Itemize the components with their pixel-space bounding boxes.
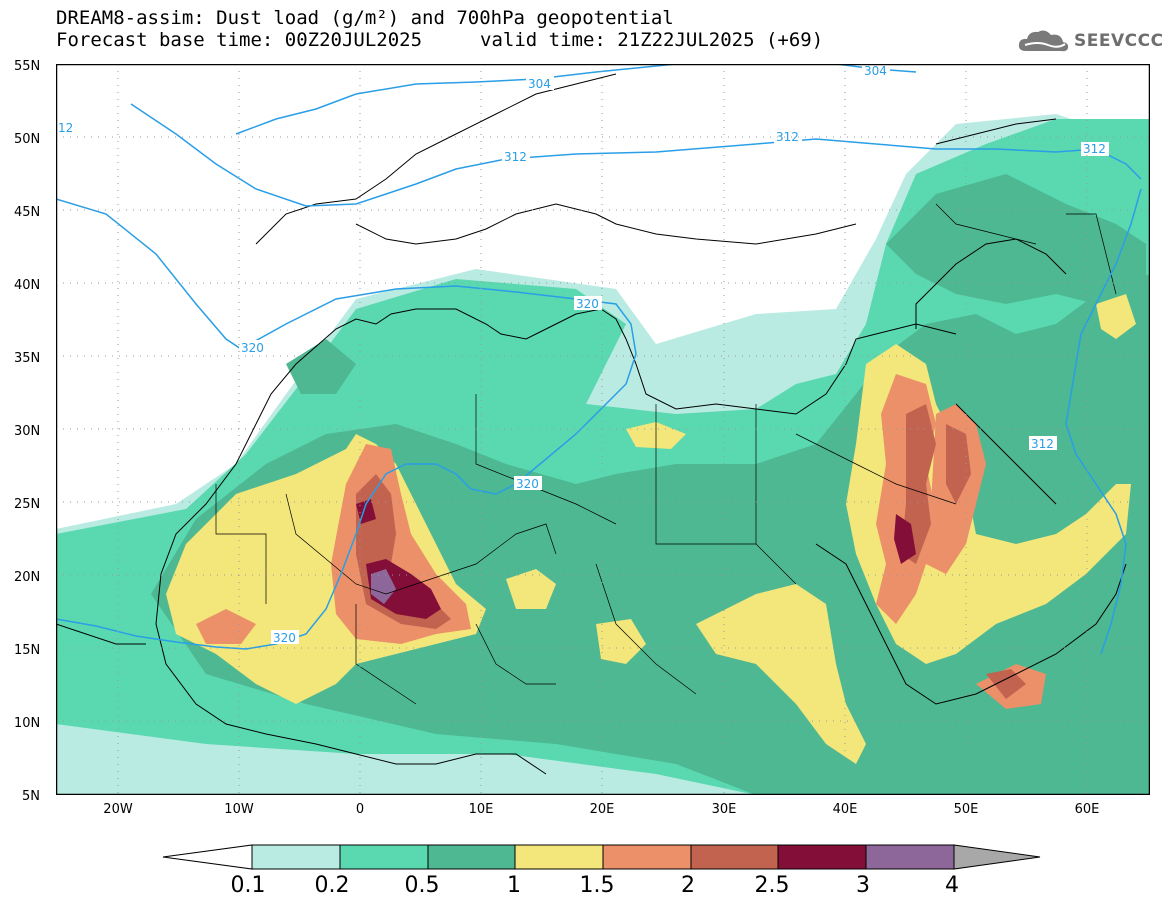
lon-label: 20E xyxy=(590,802,615,817)
dust-map: 304 304 312 312 312 312 320 320 320 320 … xyxy=(56,64,1150,795)
lat-label: 15N xyxy=(14,643,40,658)
lat-label: 10N xyxy=(14,716,40,731)
contour-label-304: 304 xyxy=(864,64,887,78)
lon-label: 60E xyxy=(1075,802,1100,817)
lat-label: 35N xyxy=(14,351,40,366)
lon-label: 40E xyxy=(833,802,858,817)
country-borders xyxy=(215,203,1117,705)
colorbar: 0.1 0.2 0.5 1 1.5 2 2.5 3 4 xyxy=(162,844,1041,898)
colorbar-bin xyxy=(865,844,955,870)
lon-label: 0 xyxy=(356,802,364,817)
grid-marks xyxy=(56,64,1150,795)
colorbar-label: 0.1 xyxy=(231,873,266,898)
map-title: DREAM8-assim: Dust load (g/m²) and 700hP… xyxy=(56,7,674,29)
logo-text: SEEVCCC xyxy=(1074,31,1164,51)
lon-label: 30E xyxy=(712,802,737,817)
colorbar-label: 0.2 xyxy=(315,873,350,898)
colorbar-label: 2 xyxy=(681,873,695,898)
contour-label-312: 312 xyxy=(1083,142,1106,156)
valid-time: valid time: 21Z22JUL2025 (+69) xyxy=(480,29,824,51)
colorbar-bin xyxy=(777,844,867,870)
lat-label: 50N xyxy=(14,132,40,147)
dust-layer-3 xyxy=(371,569,396,604)
contour-label-312: 312 xyxy=(776,130,799,144)
coastlines xyxy=(56,73,1127,775)
cloud-logo-icon xyxy=(1018,30,1069,52)
seevccc-logo: SEEVCCC xyxy=(1018,26,1164,56)
lat-label: 30N xyxy=(14,424,40,439)
colorbar-label: 1 xyxy=(507,873,521,898)
lat-label: 25N xyxy=(14,497,40,512)
lat-label: 45N xyxy=(14,205,40,220)
colorbar-label: 3 xyxy=(856,873,870,898)
contour-label-320: 320 xyxy=(273,631,296,645)
contour-label-320: 320 xyxy=(516,477,539,491)
contour-label-320: 320 xyxy=(576,297,599,311)
contour-label-320: 320 xyxy=(241,341,264,355)
colorbar-label: 1.5 xyxy=(580,873,615,898)
contour-label-12: 12 xyxy=(58,121,73,135)
lon-label: 50E xyxy=(954,802,979,817)
colorbar-bin xyxy=(514,844,604,870)
colorbar-bin xyxy=(251,844,341,870)
lon-label: 10E xyxy=(469,802,494,817)
forecast-times: Forecast base time: 00Z20JUL2025 valid ti… xyxy=(56,29,823,51)
lon-label: 10W xyxy=(224,802,254,817)
lon-label: 20W xyxy=(103,802,133,817)
contour-label-312: 312 xyxy=(1031,437,1054,451)
map-frame xyxy=(56,64,1150,795)
colorbar-bin xyxy=(602,844,692,870)
colorbar-label: 2.5 xyxy=(755,873,790,898)
lat-label: 55N xyxy=(14,59,40,74)
colorbar-label: 0.5 xyxy=(405,873,440,898)
lon-axis: 20W 10W 0 10E 20E 30E 40E 50E 60E xyxy=(103,802,1100,817)
contour-label-312: 312 xyxy=(504,150,527,164)
contour-labels: 304 304 312 312 312 312 320 320 320 320 … xyxy=(58,64,1109,645)
colorbar-bin xyxy=(427,844,516,870)
colorbar-lower-arrow xyxy=(162,844,253,870)
colorbar-upper-arrow xyxy=(953,844,1041,870)
contour-label-304: 304 xyxy=(528,77,551,91)
colorbar-bin xyxy=(339,844,429,870)
lat-label: 5N xyxy=(22,789,40,804)
base-time: Forecast base time: 00Z20JUL2025 xyxy=(56,29,423,51)
colorbar-label: 4 xyxy=(945,873,959,898)
colorbar-bin xyxy=(690,844,779,870)
lat-label: 20N xyxy=(14,570,40,585)
lat-label: 40N xyxy=(14,278,40,293)
lat-axis: 55N 50N 45N 40N 35N 30N 25N 20N 15N 10N … xyxy=(14,59,40,804)
